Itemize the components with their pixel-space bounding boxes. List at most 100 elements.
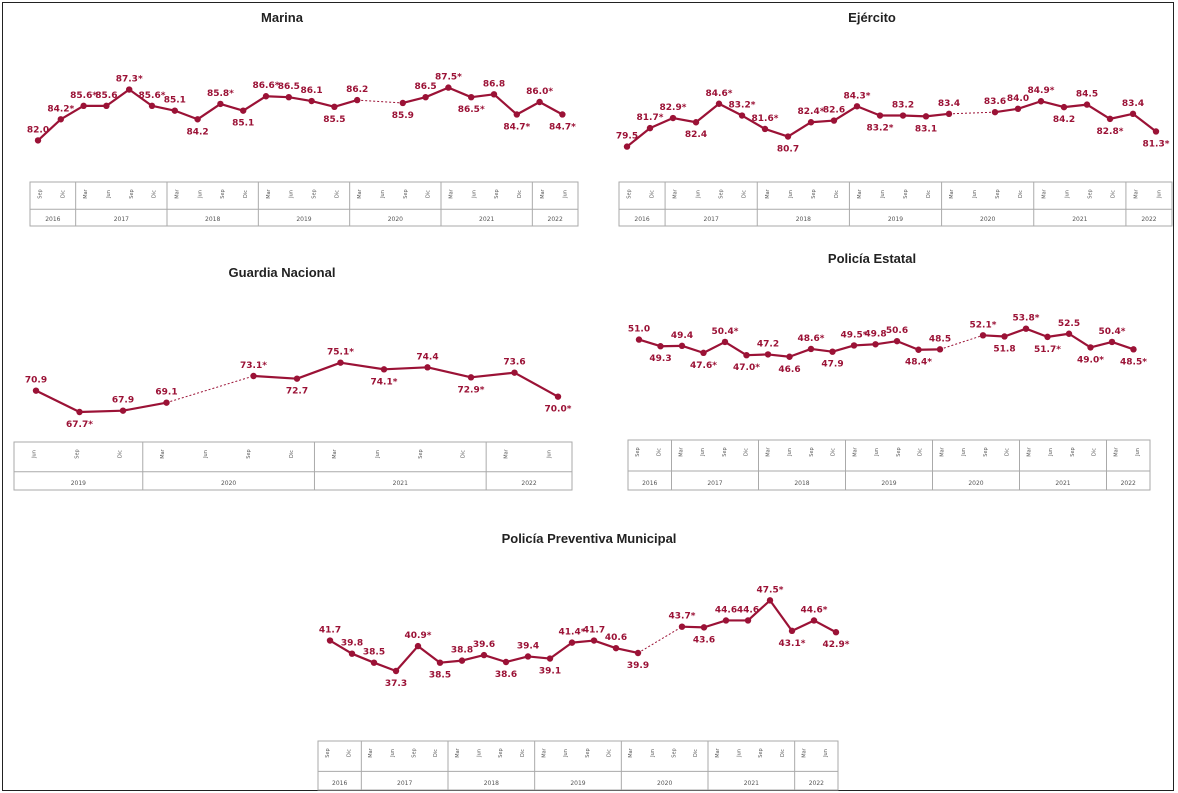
- data-point: [392, 667, 400, 675]
- year-label: 2017: [114, 216, 129, 223]
- x-tick-label: Dic: [334, 190, 340, 198]
- year-label: 2018: [205, 216, 220, 223]
- series-line-segment: [439, 659, 463, 664]
- year-label: 2017: [397, 780, 412, 787]
- x-tick-label: Dic: [243, 190, 249, 198]
- data-label: 83.4: [938, 99, 960, 109]
- data-point: [490, 91, 498, 98]
- data-point: [832, 629, 840, 636]
- data-point: [119, 407, 127, 414]
- chart-4: Policía Preventiva Municipal41.739.838.5…: [317, 531, 850, 791]
- data-label: 49.0*: [1077, 355, 1104, 365]
- data-point: [80, 102, 87, 110]
- year-label: 2022: [521, 480, 536, 487]
- series-line-segment: [329, 639, 353, 655]
- series-line-segment: [340, 361, 385, 371]
- data-label: 48.5: [929, 334, 951, 344]
- x-tick-label: Jun: [563, 190, 569, 199]
- x-tick-label: Jun: [972, 190, 978, 199]
- data-point: [1065, 330, 1073, 337]
- data-point: [590, 637, 598, 644]
- data-point: [700, 349, 707, 357]
- series-line-segment: [695, 102, 720, 124]
- x-tick-label: Jun: [823, 749, 829, 758]
- data-point: [217, 100, 224, 108]
- data-point: [380, 366, 388, 373]
- series-line-segment: [513, 371, 559, 398]
- series-line-segment: [672, 116, 697, 124]
- data-label: 67.7*: [66, 420, 93, 430]
- x-tick-label: Jun: [737, 749, 743, 758]
- year-label: 2016: [634, 216, 649, 223]
- x-tick-label: Dic: [780, 749, 786, 757]
- data-point: [738, 112, 746, 119]
- series-line-segment: [571, 639, 595, 644]
- x-tick-label: Sep: [719, 189, 725, 198]
- data-label: 70.0*: [545, 405, 572, 415]
- x-tick-label: Sep: [585, 748, 591, 757]
- year-label: 2021: [393, 480, 408, 487]
- data-label: 51.7*: [1034, 345, 1061, 355]
- x-tick-label: Jun: [471, 190, 477, 199]
- series-line-segment: [856, 105, 881, 117]
- x-tick-label: Sep: [1070, 447, 1076, 456]
- data-point: [915, 346, 922, 353]
- series-line-segment: [395, 645, 419, 672]
- x-tick-label: Sep: [627, 189, 633, 198]
- x-tick-label: Dic: [152, 190, 158, 198]
- x-tick-label: Dic: [289, 450, 295, 458]
- data-point: [850, 342, 858, 349]
- x-tick-label: Sep: [1087, 189, 1093, 198]
- chart-title: Guardia Nacional: [229, 265, 336, 280]
- year-label: 2020: [980, 216, 995, 223]
- data-point: [810, 617, 818, 624]
- series-line-segment: [516, 101, 541, 116]
- series-line-segment: [151, 104, 176, 112]
- year-label: 2021: [1072, 216, 1087, 223]
- data-label: 85.1: [164, 96, 186, 106]
- data-point: [872, 341, 879, 348]
- chart-0: Marina82.084.2*85.6*85.687.3*85.6*85.184…: [27, 10, 579, 227]
- data-point: [715, 100, 723, 107]
- x-tick-label: Jun: [563, 749, 569, 758]
- x-tick-label: Mar: [1041, 188, 1047, 198]
- series-line-segment: [939, 334, 984, 350]
- data-point: [830, 117, 838, 124]
- x-tick-label: Sep: [983, 447, 989, 456]
- x-tick-label: Dic: [1018, 190, 1024, 198]
- data-label: 37.3: [385, 679, 407, 689]
- x-tick-label: Mar: [715, 747, 721, 757]
- data-label: 85.8*: [207, 89, 234, 99]
- x-tick-label: Mar: [678, 446, 684, 456]
- x-tick-label: Jun: [390, 749, 396, 758]
- x-tick-label: Sep: [903, 189, 909, 198]
- data-point: [293, 375, 301, 382]
- x-tick-label: Jun: [547, 450, 553, 459]
- x-tick-label: Sep: [325, 748, 331, 757]
- x-tick-label: Dic: [520, 749, 526, 757]
- series-line-segment: [505, 655, 529, 664]
- data-label: 52.1*: [970, 320, 997, 330]
- data-point: [922, 113, 930, 120]
- data-point: [1037, 98, 1045, 105]
- year-label: 2021: [1055, 480, 1070, 487]
- x-axis-box: [29, 181, 579, 227]
- data-label: 39.8: [341, 639, 363, 649]
- series-line-segment: [1109, 112, 1134, 120]
- data-label: 49.5*: [841, 330, 868, 340]
- data-point: [546, 655, 554, 662]
- series-line-segment: [253, 374, 298, 380]
- data-label: 85.5: [323, 115, 345, 125]
- data-label: 40.9*: [405, 631, 432, 641]
- year-label: 2020: [657, 780, 672, 787]
- series-line-segment: [265, 95, 289, 99]
- year-label: 2016: [45, 216, 60, 223]
- data-point: [458, 657, 466, 664]
- x-tick-label: Dic: [433, 749, 439, 757]
- data-label: 82.4: [685, 130, 707, 140]
- year-label: 2018: [794, 480, 809, 487]
- series-line-segment: [767, 353, 790, 358]
- x-tick-label: Sep: [37, 189, 43, 198]
- x-tick-label: Mar: [174, 188, 180, 198]
- data-label: 47.5*: [757, 585, 784, 595]
